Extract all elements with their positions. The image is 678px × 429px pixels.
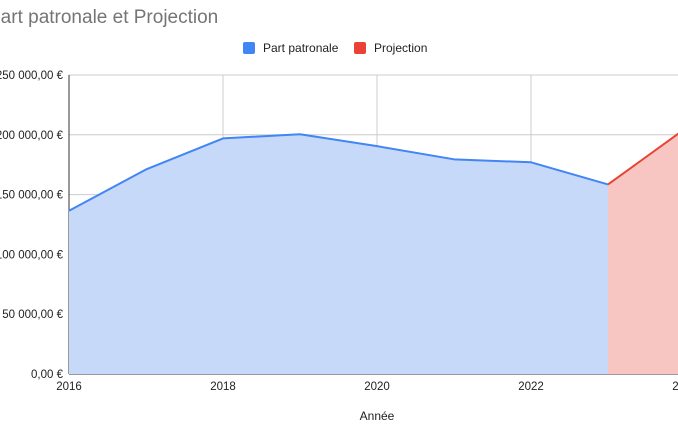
x-tick-label: 2016 — [56, 381, 82, 393]
x-tick-label: 2020 — [364, 381, 390, 393]
x-axis-ticks: 2016 2018 2020 2022 2024 — [56, 381, 678, 393]
y-tick-label: 200 000,00 € — [0, 130, 64, 142]
legend-swatch-part-patronale — [243, 42, 255, 54]
line-projection — [607, 132, 678, 186]
legend-swatch-projection — [354, 42, 366, 54]
series-lines — [68, 132, 678, 212]
x-tick-label: 2024 — [672, 381, 678, 393]
series-areas — [69, 133, 678, 374]
legend-label-projection: Projection — [374, 41, 427, 55]
line-part-patronale — [68, 133, 609, 212]
chart-title: Part patronale et Projection — [0, 7, 218, 28]
legend: Part patronale Projection — [243, 41, 427, 55]
y-tick-label: 0,00 € — [31, 369, 64, 381]
x-tick-label: 2018 — [210, 381, 236, 393]
legend-label-part-patronale: Part patronale — [263, 41, 339, 55]
area-part-patronale — [69, 134, 608, 374]
x-tick-label: 2022 — [518, 381, 544, 393]
y-tick-label: 150 000,00 € — [0, 190, 64, 202]
y-tick-label: 250 000,00 € — [0, 70, 64, 82]
x-axis-label: Année — [360, 409, 395, 423]
area-projection — [608, 133, 678, 374]
y-tick-label: 100 000,00 € — [0, 249, 64, 261]
y-axis-ticks: 0,00 € 50 000,00 € 100 000,00 € 150 000,00 … — [0, 70, 64, 381]
y-tick-label: 50 000,00 € — [2, 309, 63, 321]
